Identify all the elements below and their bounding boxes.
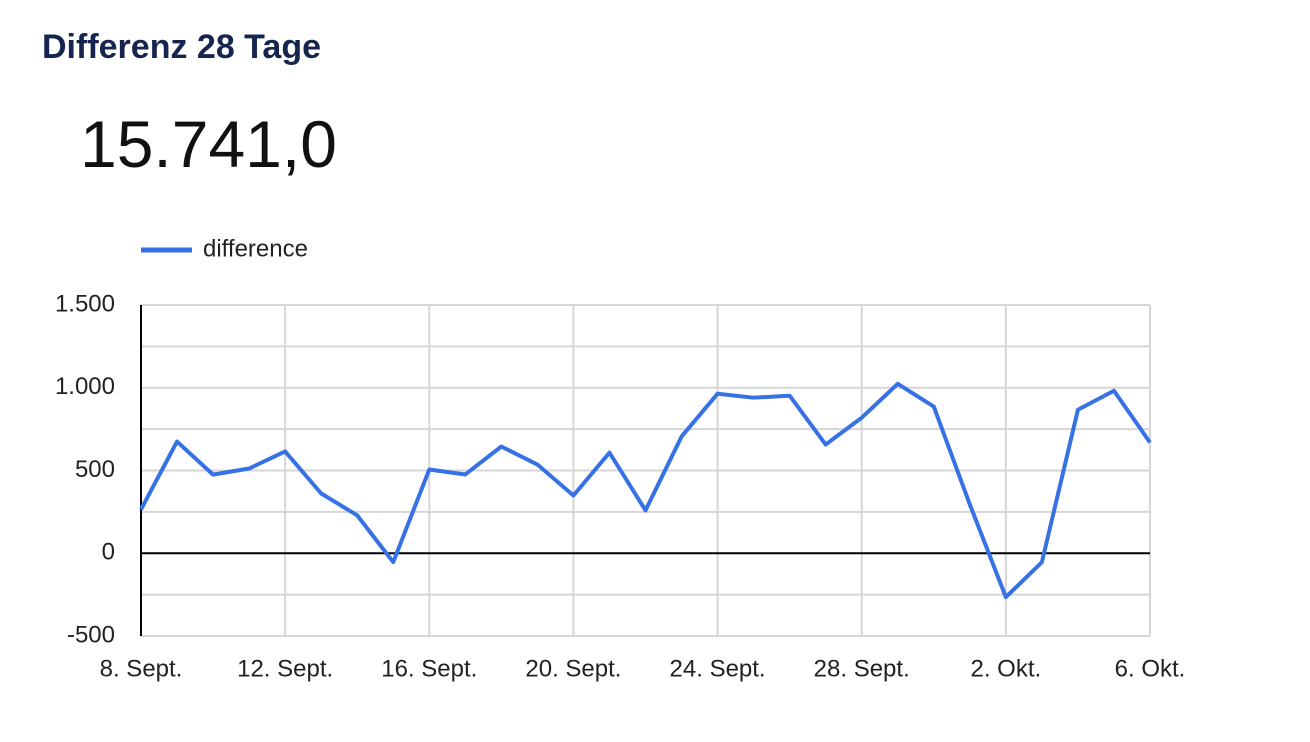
x-tick-label: 24. Sept. [670,655,766,682]
x-tick-label: 2. Okt. [971,655,1042,682]
x-tick-label: 16. Sept. [381,655,477,682]
y-tick-label: 1.000 [55,373,115,400]
x-tick-label: 12. Sept. [237,655,333,682]
y-tick-label: 1.500 [55,290,115,317]
y-tick-label: 500 [75,456,115,483]
legend-label: difference [203,235,308,262]
y-tick-label: -500 [67,621,115,648]
x-tick-label: 6. Okt. [1115,655,1186,682]
title: Differenz 28 Tage [42,28,322,66]
x-tick-label: 8. Sept. [100,655,183,682]
x-tick-label: 28. Sept. [814,655,910,682]
scorecard-value: 15.741,0 [80,107,337,181]
y-tick-label: 0 [102,539,115,566]
x-tick-label: 20. Sept. [525,655,621,682]
line [139,381,1152,600]
